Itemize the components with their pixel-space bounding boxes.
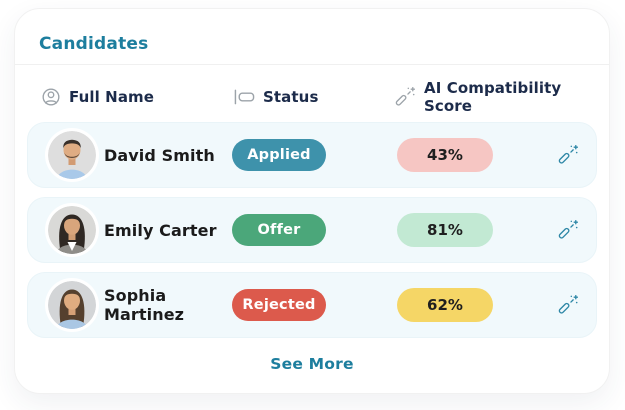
table-row[interactable]: Sophia Martinez Rejected 62% xyxy=(27,272,597,338)
row-action-cell xyxy=(557,219,579,241)
avatar xyxy=(48,206,96,254)
status-cell: Rejected xyxy=(230,289,397,321)
column-header-ai-score: AI Compatibility Score xyxy=(394,79,583,115)
score-cell: 81% xyxy=(397,213,557,247)
column-header-status: Status xyxy=(234,88,394,106)
candidate-name: Emily Carter xyxy=(104,220,217,240)
row-action-cell xyxy=(557,294,579,316)
row-action-cell xyxy=(557,144,579,166)
avatar xyxy=(48,281,96,329)
magic-wand-icon[interactable] xyxy=(557,294,579,316)
status-cell: Offer xyxy=(230,214,397,246)
magic-wand-icon[interactable] xyxy=(557,144,579,166)
flag-icon xyxy=(234,89,255,105)
table-row[interactable]: David Smith Applied 43% xyxy=(27,122,597,188)
score-cell: 62% xyxy=(397,288,557,322)
status-badge: Offer xyxy=(232,214,326,246)
table-header: Full Name Status AI Compatibility Score xyxy=(15,79,609,115)
magic-wand-icon[interactable] xyxy=(557,219,579,241)
avatar xyxy=(48,131,96,179)
candidate-name: David Smith xyxy=(104,145,215,165)
magic-wand-icon xyxy=(394,86,416,108)
person-circle-icon xyxy=(41,87,61,107)
status-cell: Applied xyxy=(230,139,397,171)
page-title: Candidates xyxy=(39,34,149,54)
column-header-full-name: Full Name xyxy=(41,87,234,107)
score-badge: 81% xyxy=(397,213,493,247)
candidates-card: Candidates Full Name Status xyxy=(14,8,610,394)
title-divider xyxy=(15,64,609,65)
candidate-list: David Smith Applied 43% xyxy=(27,122,597,338)
column-label: AI Compatibility Score xyxy=(424,79,562,115)
status-badge: Applied xyxy=(232,139,326,171)
see-more-link[interactable]: See More xyxy=(270,355,354,373)
candidate-name: Sophia Martinez xyxy=(104,286,185,324)
score-cell: 43% xyxy=(397,138,557,172)
table-row[interactable]: Emily Carter Offer 81% xyxy=(27,197,597,263)
score-badge: 62% xyxy=(397,288,493,322)
score-badge: 43% xyxy=(397,138,493,172)
status-badge: Rejected xyxy=(232,289,326,321)
column-label: Status xyxy=(263,88,319,106)
column-label: Full Name xyxy=(69,88,155,106)
card-footer: See More xyxy=(15,350,609,378)
